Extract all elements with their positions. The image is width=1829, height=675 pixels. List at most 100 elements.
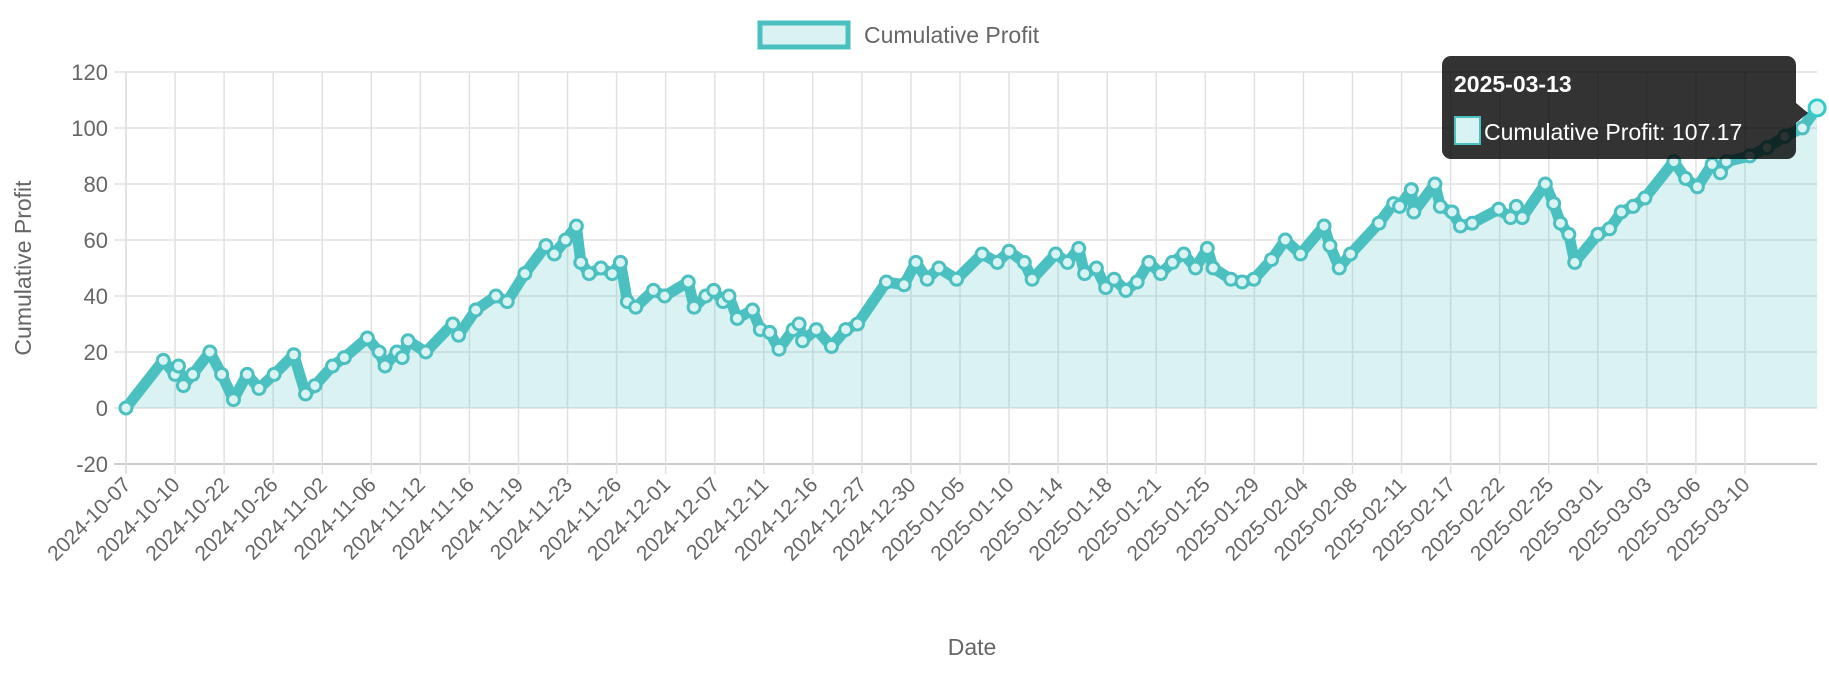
data-point [266, 366, 282, 382]
data-point [1625, 198, 1641, 214]
data-point [974, 246, 990, 262]
data-point [762, 324, 778, 340]
legend-item[interactable]: Cumulative Profit [757, 20, 1040, 50]
y-tick-label: -20 [76, 452, 108, 477]
data-point [1637, 190, 1653, 206]
data-point [604, 266, 620, 282]
data-point [488, 288, 504, 304]
data-point [225, 392, 241, 408]
data-point [1316, 218, 1332, 234]
y-tick-label: 40 [84, 284, 108, 309]
data-point [919, 271, 935, 287]
data-point [593, 260, 609, 276]
data-point [538, 238, 554, 254]
data-point [1059, 254, 1075, 270]
data-point [686, 299, 702, 315]
data-point [729, 310, 745, 326]
data-point [1561, 226, 1577, 242]
data-point [1001, 243, 1017, 259]
legend-label: Cumulative Profit [864, 22, 1040, 48]
data-point [202, 344, 218, 360]
data-point [118, 400, 134, 416]
data-point [251, 380, 267, 396]
legend-swatch [757, 20, 851, 50]
tooltip-title: 2025-03-13 [1454, 71, 1572, 97]
data-point [808, 322, 824, 338]
data-point [1024, 271, 1040, 287]
data-point [908, 254, 924, 270]
data-point [394, 350, 410, 366]
data-point [1343, 246, 1359, 262]
data-point [359, 330, 375, 346]
data-point [298, 386, 314, 402]
data-point [546, 246, 562, 262]
data-point [371, 344, 387, 360]
data-point [445, 316, 461, 332]
data-point [1205, 260, 1221, 276]
data-point [1689, 179, 1705, 195]
data-point [517, 266, 533, 282]
data-point [771, 341, 787, 357]
data-point [896, 277, 912, 293]
tooltip-caret [1796, 103, 1808, 123]
data-point [849, 316, 865, 332]
data-point [791, 316, 807, 332]
data-point [1403, 182, 1419, 198]
data-point [838, 322, 854, 338]
data-point [1153, 266, 1169, 282]
data-point [558, 232, 574, 248]
data-point [1106, 271, 1122, 287]
data-point [1277, 232, 1293, 248]
y-tick-label: 120 [71, 60, 108, 85]
data-point [1508, 198, 1524, 214]
data-point [1678, 170, 1694, 186]
data-point [1098, 280, 1114, 296]
data-point [573, 254, 589, 270]
data-point [1427, 176, 1443, 192]
data-point [1444, 204, 1460, 220]
data-point [744, 302, 760, 318]
data-point [214, 366, 230, 382]
data-point-hovered [1807, 98, 1827, 118]
data-point [795, 333, 811, 349]
data-point [185, 366, 201, 382]
tooltip-box [1442, 56, 1796, 159]
data-point [1537, 176, 1553, 192]
y-tick-label: 20 [84, 340, 108, 365]
data-point [336, 350, 352, 366]
grid [114, 71, 1817, 474]
y-tick-label: 100 [71, 116, 108, 141]
data-point [1048, 246, 1064, 262]
data-point [1331, 260, 1347, 276]
data-point [1292, 246, 1308, 262]
data-point [1077, 266, 1093, 282]
data-point [1088, 260, 1104, 276]
data-point [1432, 198, 1448, 214]
x-axis-title: Date [948, 634, 997, 660]
data-point [568, 218, 584, 234]
data-point [613, 254, 629, 270]
data-point [1613, 204, 1629, 220]
tooltip: 2025-03-13 Cumulative Profit: 107.17 [1442, 56, 1808, 159]
data-point [1164, 254, 1180, 270]
tooltip-swatch [1454, 116, 1481, 145]
data-point [1234, 274, 1250, 290]
y-axis-title: Cumulative Profit [10, 180, 36, 356]
data-point [468, 302, 484, 318]
data-point [1567, 254, 1583, 270]
data-point [1602, 221, 1618, 237]
data-point [155, 352, 171, 368]
x-axis-ticks: 2024-10-072024-10-102024-10-222024-10-26… [43, 473, 1754, 565]
data-point [307, 378, 323, 394]
data-point [1590, 226, 1606, 242]
data-point [628, 299, 644, 315]
data-point [1392, 198, 1408, 214]
data-point [400, 333, 416, 349]
data-point [175, 378, 191, 394]
y-tick-label: 60 [84, 228, 108, 253]
data-point [823, 338, 839, 354]
data-point [1016, 254, 1032, 270]
data-point [1129, 274, 1145, 290]
data-point [1071, 240, 1087, 256]
data-point [721, 288, 737, 304]
